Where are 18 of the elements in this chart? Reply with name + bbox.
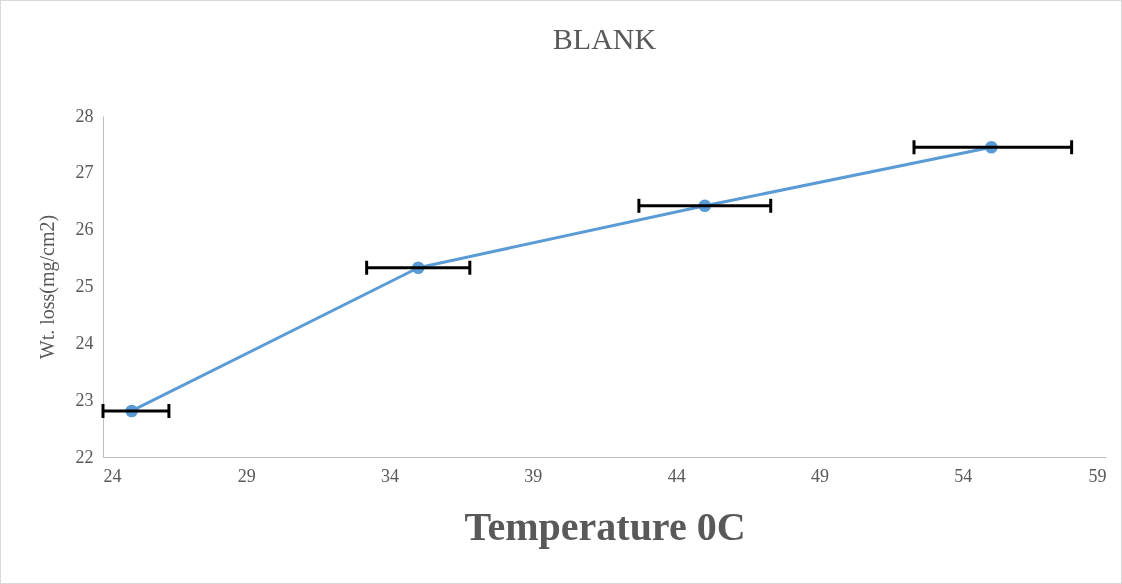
x-tick-label: 39 bbox=[524, 465, 543, 486]
x-tick-label: 49 bbox=[810, 465, 829, 486]
y-tick-label: 22 bbox=[75, 446, 94, 467]
x-tick-label: 59 bbox=[1088, 465, 1107, 486]
x-tick-label: 54 bbox=[954, 465, 973, 486]
y-tick-label: 24 bbox=[75, 332, 94, 353]
y-tick-label: 23 bbox=[75, 389, 94, 410]
y-axis-title: Wt. loss(mg/cm2) bbox=[35, 214, 59, 360]
x-tick-label: 44 bbox=[667, 465, 686, 486]
x-axis-title: Temperature 0C bbox=[464, 503, 746, 549]
x-tick-label: 29 bbox=[237, 465, 256, 486]
chart-title: BLANK bbox=[552, 22, 657, 55]
x-tick-label: 24 bbox=[103, 465, 122, 486]
y-tick-label: 28 bbox=[75, 105, 94, 126]
x-tick-label: 34 bbox=[381, 465, 400, 486]
y-tick-label: 25 bbox=[75, 276, 94, 296]
y-tick-label: 27 bbox=[75, 162, 94, 183]
y-tick-label: 26 bbox=[75, 219, 94, 240]
